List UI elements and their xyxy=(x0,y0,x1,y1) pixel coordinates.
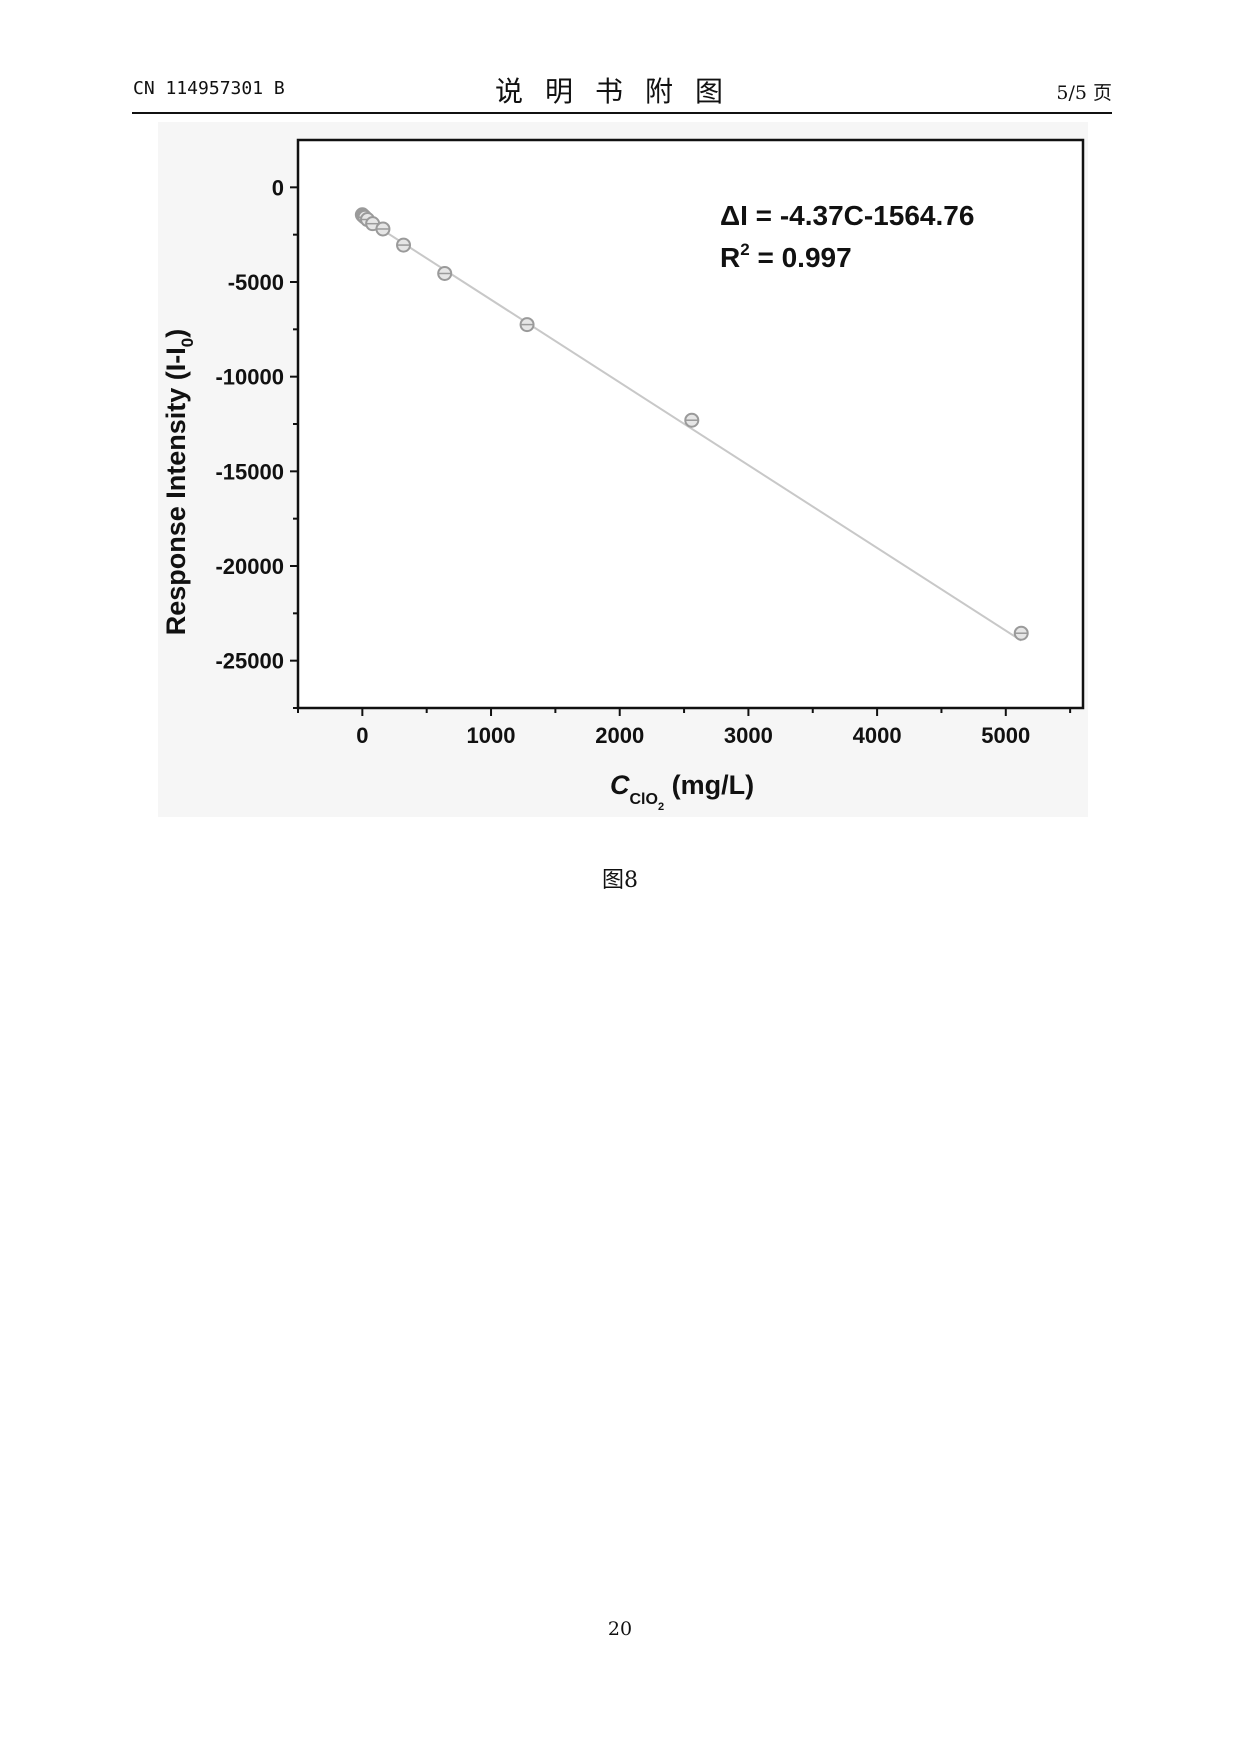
header-rule xyxy=(132,112,1112,114)
y-tick-label: 0 xyxy=(272,175,284,200)
y-tick-label: -25000 xyxy=(215,649,284,674)
y-tick-label: -10000 xyxy=(215,365,284,390)
y-axis-label: Response Intensity (I-I0) xyxy=(161,329,197,636)
x-axis-label: CClO2 (mg/L) xyxy=(610,770,754,813)
figure-caption: 图8 xyxy=(602,868,638,893)
fit-line-layer xyxy=(361,216,1022,642)
x-tick-label: 0 xyxy=(356,723,368,748)
r-squared-label: R xyxy=(720,242,740,273)
r-squared-value: = 0.997 xyxy=(750,242,852,273)
x-axis-ticks: 0 1000 2000 3000 4000 5000 xyxy=(297,708,1072,748)
fit-equation: ΔI = -4.37C-1564.76 xyxy=(720,200,974,231)
x-tick-label: 5000 xyxy=(981,723,1030,748)
scatter-chart: 0 1000 2000 3000 4000 5000 0 -5000 -10000 -15000… xyxy=(161,138,1085,813)
r-squared-exponent: 2 xyxy=(740,240,749,259)
x-axis-symbol: C xyxy=(610,770,630,800)
y-axis-ticks: 0 -5000 -10000 -15000 -20000 -25000 xyxy=(215,175,298,709)
patent-number: CN 114957301 B xyxy=(133,78,285,99)
data-point xyxy=(375,221,391,237)
x-tick-label: 2000 xyxy=(595,723,644,748)
section-title: 说明书附图 xyxy=(494,75,745,108)
page-number: 20 xyxy=(607,1618,633,1640)
y-tick-label: -15000 xyxy=(215,459,284,484)
y-axis-label-close: ) xyxy=(161,329,191,338)
x-axis-unit: (mg/L) xyxy=(664,770,754,800)
x-tick-label: 3000 xyxy=(724,723,773,748)
data-point xyxy=(396,237,412,253)
r-squared: R2 = 0.997 xyxy=(720,240,852,273)
x-axis-subscript: ClO xyxy=(630,791,658,808)
x-axis-subsubscript: 2 xyxy=(658,801,664,813)
figure-panel: 0 1000 2000 3000 4000 5000 0 -5000 -10000 -15000… xyxy=(158,122,1088,817)
data-points xyxy=(354,207,1029,641)
data-point xyxy=(684,412,700,428)
x-tick-label: 4000 xyxy=(853,723,902,748)
y-tick-label: -20000 xyxy=(215,554,284,579)
data-point xyxy=(519,317,535,333)
x-tick-label: 1000 xyxy=(467,723,516,748)
y-tick-label: -5000 xyxy=(228,270,284,295)
page-of-label: 5/5 页 xyxy=(1056,82,1112,104)
fit-line xyxy=(361,216,1022,642)
data-point xyxy=(1013,625,1029,641)
data-point xyxy=(437,265,453,281)
y-axis-label-main: Response Intensity (I-I xyxy=(161,347,191,635)
y-axis-label-subscript: 0 xyxy=(178,338,197,347)
